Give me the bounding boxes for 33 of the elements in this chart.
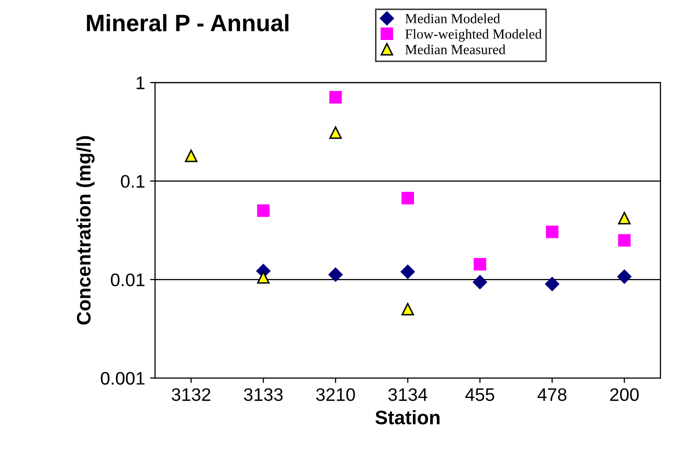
x-tick-label: 478 <box>538 388 566 401</box>
point <box>546 226 558 238</box>
point <box>329 126 342 139</box>
chart-title: Mineral P - Annual <box>86 14 288 32</box>
point <box>328 268 343 282</box>
legend-label: Median Modeled <box>405 14 500 24</box>
x-tick-label: 3134 <box>388 388 428 401</box>
point <box>402 302 414 316</box>
x-tick-label: 3210 <box>316 388 355 401</box>
point <box>257 204 270 217</box>
legend-label: Flow-weighted Modeled <box>405 29 542 42</box>
y-tick-label: 1 <box>136 76 144 90</box>
point <box>472 275 488 290</box>
y-tick-label: 0.001 <box>100 372 144 385</box>
point <box>618 212 631 224</box>
point <box>400 264 415 279</box>
y-tick-label: 0.1 <box>120 174 144 188</box>
y-axis-title: Concentration (mg/l) <box>76 136 95 325</box>
point <box>545 276 560 292</box>
x-tick-label: 200 <box>610 388 639 401</box>
point <box>329 90 342 104</box>
point <box>402 192 414 204</box>
point <box>617 270 632 284</box>
x-tick-label: 455 <box>465 388 494 401</box>
x-axis-title: Station <box>375 410 440 424</box>
point <box>257 271 270 284</box>
y-tick-label: 0.01 <box>110 273 144 286</box>
point <box>618 234 631 247</box>
point <box>474 258 486 270</box>
x-tick-label: 3133 <box>244 388 283 401</box>
legend-label: Median Measured <box>405 44 506 54</box>
point <box>184 150 198 162</box>
x-tick-label: 3132 <box>172 388 210 401</box>
